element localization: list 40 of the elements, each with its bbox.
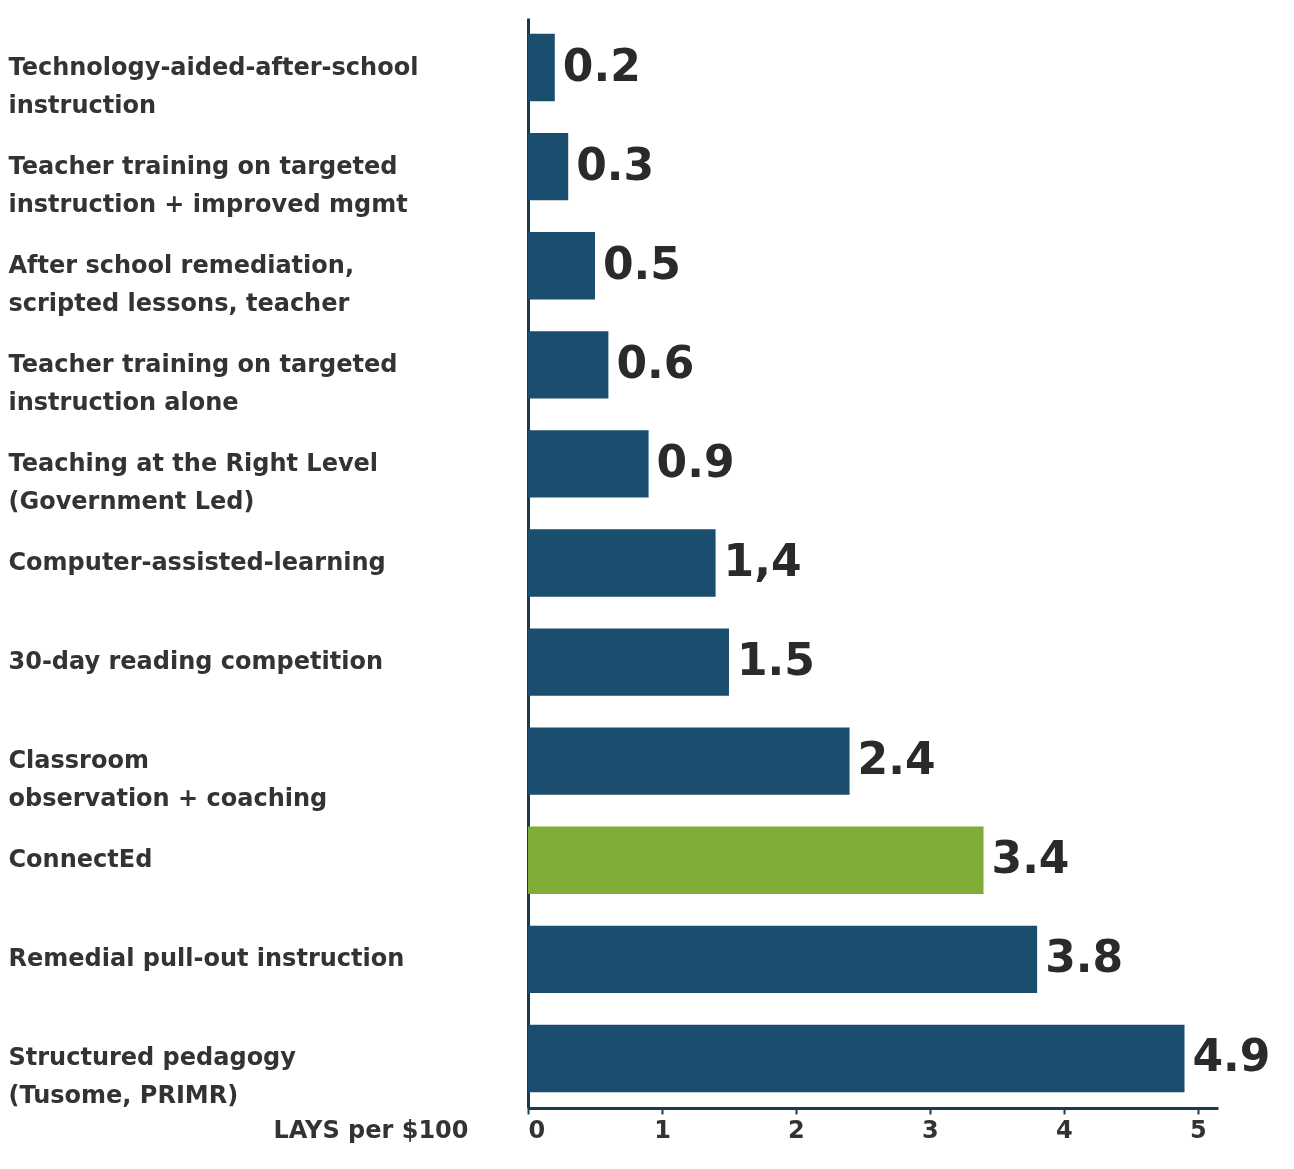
bar (528, 529, 716, 597)
bar (528, 331, 609, 399)
y-tick-label: Teaching at the Right Level (Government Led) (8, 448, 379, 515)
y-tick-label: Teacher training on targeted instruction alone (8, 349, 398, 416)
bar (528, 727, 850, 795)
bar (528, 232, 595, 300)
y-tick-label: ConnectEd (8, 845, 153, 874)
x-tick-label: 5 (1190, 1115, 1207, 1144)
data-label: 0.9 (656, 435, 735, 487)
bar (528, 826, 984, 894)
bar (528, 33, 555, 102)
data-label: 4.9 (1192, 1030, 1271, 1082)
data-label: 0.6 (616, 336, 695, 388)
bar (528, 1024, 1185, 1093)
data-label: 0.2 (562, 39, 641, 91)
data-label: 0.5 (602, 237, 681, 289)
bar (528, 925, 1038, 994)
bar (528, 430, 649, 498)
x-tick-label: 0 (528, 1115, 546, 1144)
x-tick-label: 2 (788, 1115, 805, 1144)
data-label: 3.8 (1045, 931, 1124, 983)
data-label: 1,4 (723, 535, 802, 586)
x-tick-label: 3 (922, 1115, 939, 1144)
bar (528, 628, 729, 696)
x-tick-label: 1 (654, 1115, 671, 1144)
y-tick-label: Classroom observation + coaching (8, 746, 328, 813)
data-label: 3.4 (991, 832, 1070, 884)
y-tick-label: Teacher training on targeted instruction + improved mgmt (8, 151, 408, 218)
y-tick-label: Technology-aided-after-school instruction (8, 52, 419, 119)
bar (528, 132, 569, 201)
y-tick-label: Computer-assisted-learning (8, 548, 386, 576)
data-label: 2.4 (857, 733, 936, 785)
x-tick-label: 4 (1056, 1115, 1073, 1144)
y-tick-label: 30-day reading competition (8, 647, 383, 676)
data-label: 0.3 (576, 138, 655, 190)
data-label: 1.5 (736, 634, 815, 686)
x-axis-title: LAYS per $100 (273, 1115, 469, 1144)
y-tick-label: Remedial pull-out instruction (8, 944, 405, 973)
y-tick-label: After school remediation, scripted lessons, teacher (8, 250, 355, 317)
y-tick-label: Structured pedagogy (Tusome, PRIMR) (8, 1043, 297, 1110)
